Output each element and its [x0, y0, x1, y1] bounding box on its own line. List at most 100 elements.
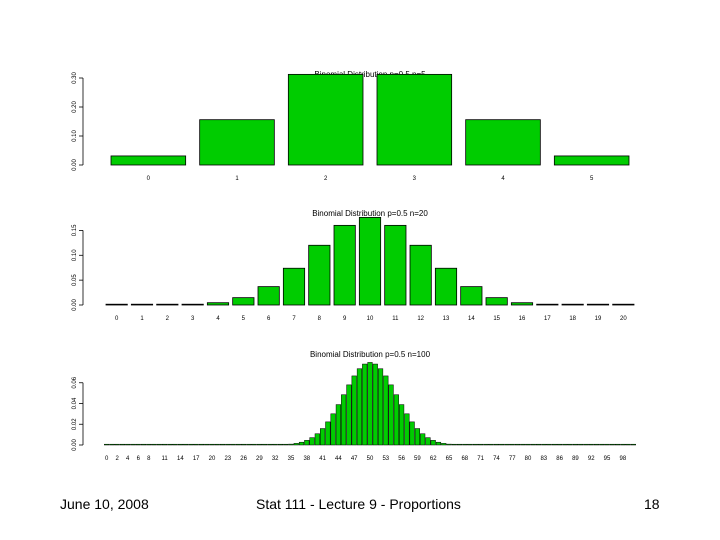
bar	[483, 443, 489, 446]
bar	[204, 443, 210, 446]
x-tick-label: 47	[351, 456, 358, 462]
x-tick-label: 35	[288, 456, 295, 462]
bar	[230, 443, 236, 446]
bar	[140, 443, 147, 446]
x-tick-label: 71	[477, 456, 484, 462]
bar	[314, 433, 320, 446]
bar	[630, 443, 636, 446]
x-tick-label: 32	[272, 456, 279, 462]
x-tick-label: 74	[493, 456, 500, 462]
bar	[485, 297, 508, 306]
x-tick-label: 83	[540, 456, 547, 462]
bar	[235, 443, 241, 446]
x-tick-label: 77	[509, 456, 516, 462]
bar	[588, 443, 594, 446]
x-tick-label: 65	[446, 456, 453, 462]
bar	[251, 443, 257, 446]
bar	[504, 443, 510, 446]
bar	[604, 443, 610, 446]
x-tick-label: 16	[519, 316, 526, 322]
bar	[346, 384, 352, 446]
bar	[219, 443, 226, 446]
x-tick-label: 3	[413, 176, 417, 182]
footer-title: Stat 111 - Lecture 9 - Proportions	[256, 496, 461, 512]
bar	[356, 368, 363, 446]
bar	[586, 303, 610, 306]
bar	[177, 443, 183, 446]
x-tick-label: 4	[216, 316, 220, 322]
page-number: 18	[644, 496, 660, 512]
x-tick-label: 17	[544, 316, 551, 322]
bar	[325, 421, 331, 446]
bar	[198, 443, 205, 446]
bar	[109, 443, 115, 446]
bar	[335, 404, 341, 446]
x-tick-label: 26	[240, 456, 247, 462]
x-tick-label: 38	[303, 456, 310, 462]
bar	[282, 267, 306, 306]
bar	[530, 443, 536, 446]
y-tick-label: 0.06	[72, 376, 78, 388]
chart-2: Binomial Distribution p=0.5 n=20 0.00 0.05…	[72, 209, 635, 322]
bar	[583, 443, 589, 446]
bar	[425, 437, 431, 446]
x-tick-label: 11	[161, 456, 168, 462]
x-tick-label: 3	[191, 316, 195, 322]
bar	[536, 303, 559, 306]
x-tick-label: 95	[604, 456, 611, 462]
bar	[510, 302, 534, 306]
bar	[256, 443, 262, 446]
y-tick-label: 0.10	[72, 130, 78, 142]
bar	[561, 303, 584, 306]
bar	[612, 303, 635, 306]
bar	[557, 443, 563, 446]
x-tick-label: 7	[292, 316, 296, 322]
bar	[304, 440, 310, 446]
x-tick-label: 0	[147, 176, 151, 182]
x-tick-label: 44	[335, 456, 342, 462]
x-tick-label: 89	[572, 456, 579, 462]
x-tick-label: 17	[193, 456, 200, 462]
bar	[146, 443, 152, 446]
x-tick-label: 1	[235, 176, 239, 182]
y-tick-label: 0.05	[72, 274, 78, 286]
x-tick-label: 11	[392, 316, 399, 322]
x-tick-label: 4	[126, 456, 130, 462]
x-tick-label: 2	[166, 316, 170, 322]
x-tick-label: 62	[430, 456, 437, 462]
bar	[404, 413, 410, 446]
x-tick-label: 4	[501, 176, 505, 182]
bar	[351, 375, 357, 446]
x-tick-label: 56	[398, 456, 405, 462]
x-tick-label: 2	[115, 456, 119, 462]
x-tick-label: 13	[443, 316, 450, 322]
bar	[462, 443, 468, 446]
x-tick-label: 1	[140, 316, 144, 322]
x-tick-label: 14	[177, 456, 184, 462]
bar	[572, 443, 579, 446]
bar	[358, 217, 382, 306]
bar	[384, 224, 407, 306]
bar	[214, 443, 220, 446]
bar	[362, 363, 368, 446]
bar	[488, 443, 494, 446]
bar	[435, 441, 442, 446]
bar	[298, 441, 305, 446]
bar	[288, 443, 294, 446]
bar	[509, 443, 515, 446]
bar	[151, 443, 157, 446]
bar	[309, 437, 315, 446]
bar	[456, 443, 463, 446]
bar	[232, 297, 255, 306]
chart-title: Binomial Distribution p=0.5 n=20	[312, 209, 428, 218]
bar	[209, 443, 215, 446]
bar	[441, 443, 447, 446]
x-tick-label: 9	[343, 316, 347, 322]
bar	[451, 443, 457, 446]
bar	[130, 443, 136, 446]
x-tick-label: 68	[461, 456, 468, 462]
x-tick-label: 41	[319, 456, 326, 462]
bar	[161, 443, 168, 446]
bar	[372, 363, 378, 446]
y-tick-label: 0.00	[72, 299, 78, 311]
